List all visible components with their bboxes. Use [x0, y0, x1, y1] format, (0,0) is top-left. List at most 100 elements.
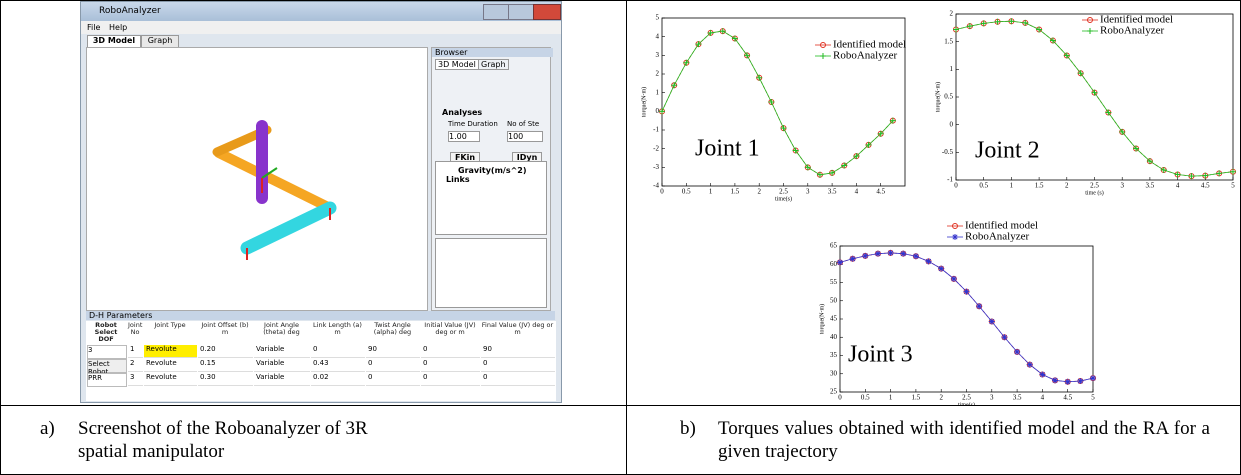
table-cell[interactable]: 0 — [366, 359, 420, 372]
marker — [1052, 377, 1058, 383]
marker — [951, 276, 957, 282]
table-cell[interactable]: 90 — [481, 345, 555, 358]
property-view — [435, 238, 547, 308]
marker — [926, 258, 932, 264]
y-tick-label: -1 — [653, 126, 659, 134]
y-axis-label: torque(N-m) — [818, 304, 825, 334]
x-tick-label: 1 — [889, 394, 893, 402]
legend-label: RoboAnalyzer — [1100, 25, 1164, 37]
table-cell[interactable]: Variable — [254, 373, 310, 386]
y-tick-label: 50 — [830, 296, 838, 304]
table-cell[interactable]: 0.02 — [311, 373, 365, 386]
tree-item[interactable]: Gravity(m/s^2) — [458, 166, 527, 175]
x-tick-label: 3.5 — [1146, 182, 1155, 190]
column-header: Joint Type — [144, 322, 196, 342]
table-cell[interactable]: 0.20 — [198, 345, 253, 358]
table-cell[interactable]: 1 — [128, 345, 143, 358]
table-cell[interactable]: 2 — [128, 359, 143, 372]
field-label: Time Duration — [448, 120, 498, 128]
x-axis-label: time (s) — [1085, 189, 1104, 196]
input[interactable]: 1.00 — [448, 131, 480, 142]
table-cell[interactable]: Revolute — [144, 373, 197, 386]
marker — [837, 259, 843, 265]
y-tick-label: 25 — [830, 388, 838, 396]
column-header: Link Length (a) m — [311, 322, 364, 342]
menu-item[interactable]: Help — [109, 23, 127, 32]
caption-text: Screenshot of the Roboanalyzer of 3R spa… — [78, 417, 408, 463]
maximize-button[interactable] — [508, 4, 534, 20]
table-cell[interactable]: 0.30 — [198, 373, 253, 386]
x-tick-label: 2.5 — [962, 394, 971, 402]
x-tick-label: 3 — [990, 394, 994, 402]
x-tick-label: 4 — [855, 188, 859, 196]
x-tick-label: 0.5 — [861, 394, 870, 402]
x-tick-label: 1 — [1010, 182, 1014, 190]
x-tick-label: 0 — [660, 188, 664, 196]
y-tick-label: 0.5 — [944, 93, 953, 101]
plot-frame — [840, 246, 1093, 392]
input[interactable]: 100 — [507, 131, 543, 142]
marker — [976, 303, 982, 309]
marker — [1077, 378, 1083, 384]
table-cell[interactable]: Variable — [254, 345, 310, 358]
marker — [989, 319, 995, 325]
table-cell[interactable]: Revolute — [144, 345, 197, 358]
y-tick-label: 1.5 — [944, 37, 953, 45]
table-cell[interactable]: 0.43 — [311, 359, 365, 372]
x-tick-label: 2.5 — [779, 188, 788, 196]
table-cell[interactable]: 0 — [366, 373, 420, 386]
marker — [964, 289, 970, 295]
table-cell[interactable]: 90 — [366, 345, 420, 358]
legend-marker — [820, 53, 826, 59]
side-cell[interactable]: Select Robot — [87, 359, 127, 373]
table-cell[interactable]: 0.15 — [198, 359, 253, 372]
table-cell[interactable]: 0 — [481, 373, 555, 386]
x-tick-label: 0 — [838, 394, 842, 402]
y-tick-label: 0 — [950, 120, 954, 128]
panel-title: D-H Parameters — [86, 311, 555, 320]
x-tick-label: 5 — [1091, 394, 1095, 402]
y-tick-label: 3 — [656, 51, 660, 59]
y-tick-label: -4 — [653, 182, 659, 190]
marker — [1014, 349, 1020, 355]
panel-title: Browser — [432, 48, 553, 57]
menu-item[interactable]: File — [87, 23, 100, 32]
minimize-button[interactable] — [483, 4, 509, 20]
table-cell[interactable]: 0 — [481, 359, 555, 372]
tab[interactable]: 3D Model — [435, 59, 479, 70]
y-tick-label: 55 — [830, 278, 838, 286]
side-cell[interactable]: PRR — [87, 373, 127, 387]
tab[interactable]: Graph — [478, 59, 509, 70]
side-cell[interactable]: 3 — [87, 345, 127, 359]
table-cell[interactable]: 0 — [421, 359, 480, 372]
x-tick-label: 3.5 — [828, 188, 837, 196]
table-cell[interactable]: Revolute — [144, 359, 197, 372]
x-tick-label: 0.5 — [979, 182, 988, 190]
y-tick-label: -1 — [947, 176, 953, 184]
y-axis-label: torque(N-m) — [934, 82, 941, 112]
screenshot-window: RoboAnalyzer File Help 3D Model Graph Br… — [80, 1, 562, 403]
x-tick-label: 4 — [1176, 182, 1180, 190]
page: RoboAnalyzer File Help 3D Model Graph Br… — [0, 0, 1241, 475]
column-header: Joint No — [128, 322, 142, 342]
table-cell[interactable]: 0 — [421, 345, 480, 358]
marker — [1001, 334, 1007, 340]
x-tick-label: 4.5 — [1063, 394, 1072, 402]
close-button[interactable] — [533, 4, 561, 20]
marker — [1065, 379, 1071, 385]
table-cell[interactable]: 0 — [421, 373, 480, 386]
field-label: No of Ste — [507, 120, 539, 128]
marker — [862, 253, 868, 259]
table-cell[interactable]: Variable — [254, 359, 310, 372]
x-tick-label: 4.5 — [1201, 182, 1210, 190]
x-tick-label: 1.5 — [731, 188, 740, 196]
x-axis-label: time(s) — [958, 401, 975, 405]
title-bar: RoboAnalyzer — [81, 2, 561, 21]
x-tick-label: 4 — [1041, 394, 1045, 402]
table-cell[interactable]: 0 — [311, 345, 365, 358]
column-header: Final Value (JV) deg or m — [481, 322, 554, 342]
tree-item[interactable]: Links — [446, 175, 470, 184]
table-cell[interactable]: 3 — [128, 373, 143, 386]
link — [247, 208, 330, 248]
